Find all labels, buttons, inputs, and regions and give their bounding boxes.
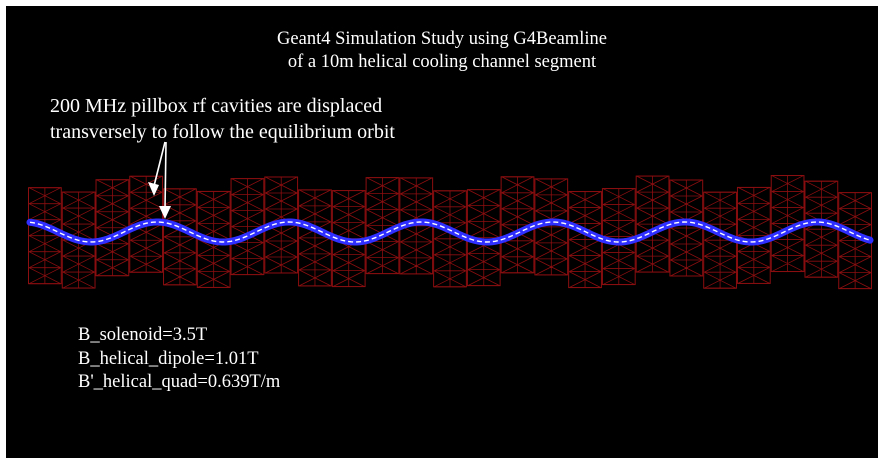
muon-beam-group — [26, 218, 874, 246]
rf-cavity — [838, 192, 872, 290]
rf-cavity — [28, 187, 62, 285]
annotation-line-1: 200 MHz pillbox rf cavities are displace… — [50, 95, 383, 117]
rf-cavity — [804, 180, 839, 278]
param-helical-quad: B'_helical_quad=0.639T/m — [78, 372, 281, 392]
arrow-shaft-left — [153, 141, 166, 187]
annotation-line-2: transversely to follow the equilibrium o… — [50, 121, 395, 143]
title-line-2: of a 10m helical cooling channel segment — [287, 52, 597, 72]
cavity-annotation: 200 MHz pillbox rf cavities are displace… — [50, 93, 395, 145]
arrow-head-right — [159, 206, 171, 219]
param-solenoid: B_solenoid=3.5T — [78, 325, 208, 345]
rf-cavity — [736, 186, 771, 284]
rf-cavity — [669, 179, 704, 277]
figure-title: Geant4 Simulation Study using G4Beamline… — [6, 28, 878, 74]
rf-cavity — [163, 188, 197, 286]
figure-canvas: Geant4 Simulation Study using G4Beamline… — [6, 6, 878, 458]
field-parameters: B_solenoid=3.5T B_helical_dipole=1.01T B… — [78, 324, 280, 395]
param-helical-dipole: B_helical_dipole=1.01T — [78, 348, 259, 369]
arrow-head-left — [148, 182, 159, 196]
annotation-arrows — [148, 141, 171, 219]
arrow-shaft-right — [164, 141, 167, 210]
rf-cavity — [95, 179, 130, 277]
cooling-channel-diagram — [26, 141, 874, 290]
title-line-1: Geant4 Simulation Study using G4Beamline — [277, 29, 607, 49]
rf-cavity — [601, 188, 636, 286]
rf-cavity — [230, 178, 265, 276]
equilibrium-orbit — [29, 221, 871, 243]
